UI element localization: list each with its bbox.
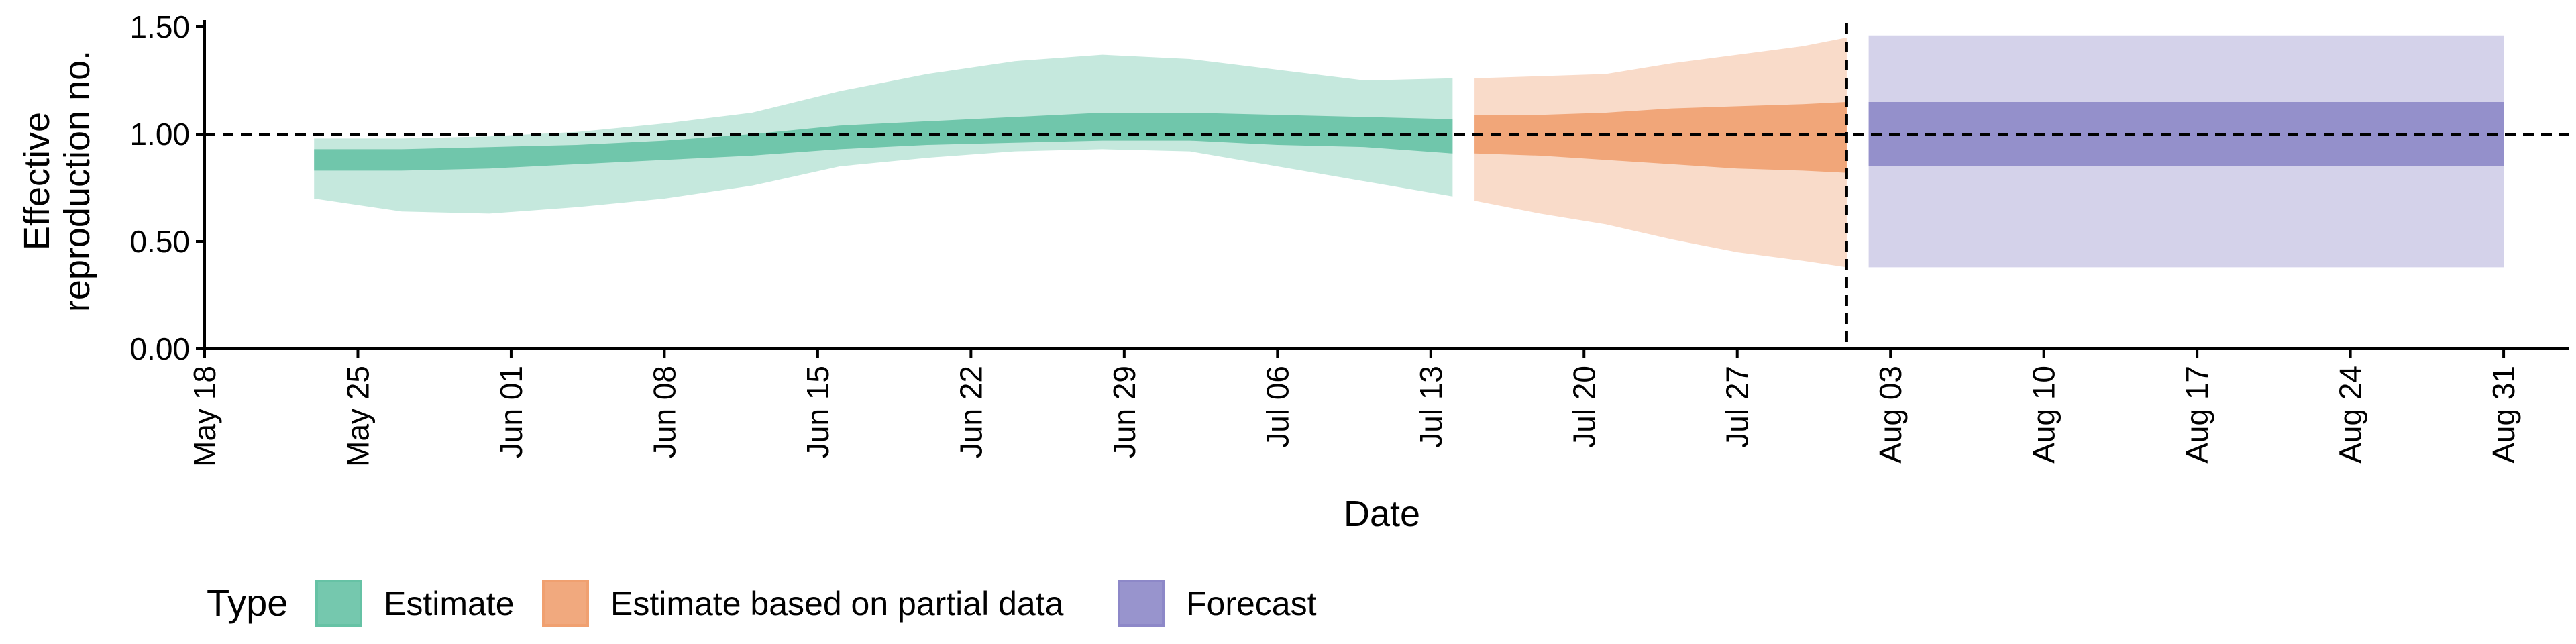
legend-key-estimate — [315, 580, 362, 627]
y-axis-title-line-1: Effective — [17, 112, 57, 250]
y-axis-title-line-2: reproduction no. — [57, 50, 97, 312]
x-tick-label: Aug 17 — [2180, 366, 2214, 464]
plot-bands — [314, 35, 2504, 268]
x-tick-label: Jun 29 — [1107, 366, 1142, 458]
estimate-based-on-partial-data-inner-band — [1474, 102, 1847, 173]
legend-label-estimate-based-on-partial-data: Estimate based on partial data — [610, 585, 1064, 623]
x-tick-label: Jul 20 — [1566, 366, 1601, 448]
legend-label-estimate: Estimate — [384, 585, 515, 623]
y-tick-label: 1.00 — [129, 117, 190, 152]
legend-key-estimate-based-on-partial-data — [542, 580, 589, 627]
x-axis-title: Date — [1344, 494, 1420, 534]
y-tick-label: 0.00 — [129, 331, 190, 366]
x-tick-label: Jun 01 — [494, 366, 529, 458]
x-tick-label: Jun 15 — [800, 366, 835, 458]
x-tick-label: Jul 06 — [1260, 366, 1295, 448]
x-tick-label: Aug 24 — [2333, 366, 2368, 464]
legend: Type Estimate Estimate based on partial d… — [207, 580, 1317, 627]
legend-label-forecast: Forecast — [1186, 585, 1317, 623]
x-tick-label: Jun 22 — [953, 366, 988, 458]
y-tick-label: 0.50 — [129, 224, 190, 259]
reference-lines — [205, 23, 2569, 349]
y-tick-label: 1.50 — [129, 9, 190, 44]
x-tick-label: Jun 08 — [647, 366, 682, 458]
legend-key-forecast — [1118, 580, 1165, 627]
x-tick-label: Aug 31 — [2486, 366, 2521, 464]
x-tick-label: Jul 13 — [1413, 366, 1448, 448]
estimate-inner-band — [314, 113, 1453, 171]
x-axis: May 18 May 25 Jun 01 Jun 08 Jun 15 Jun 22 Jun … — [187, 347, 2569, 467]
y-axis: 0.00 0.50 1.00 1.50 — [129, 9, 206, 366]
x-tick-label: Aug 03 — [1873, 366, 1908, 464]
x-tick-label: Aug 10 — [2027, 366, 2061, 464]
legend-title: Type — [207, 582, 288, 624]
x-tick-label: May 25 — [340, 366, 375, 467]
x-tick-label: Jul 27 — [1720, 366, 1755, 448]
x-tick-label: May 18 — [187, 366, 222, 467]
